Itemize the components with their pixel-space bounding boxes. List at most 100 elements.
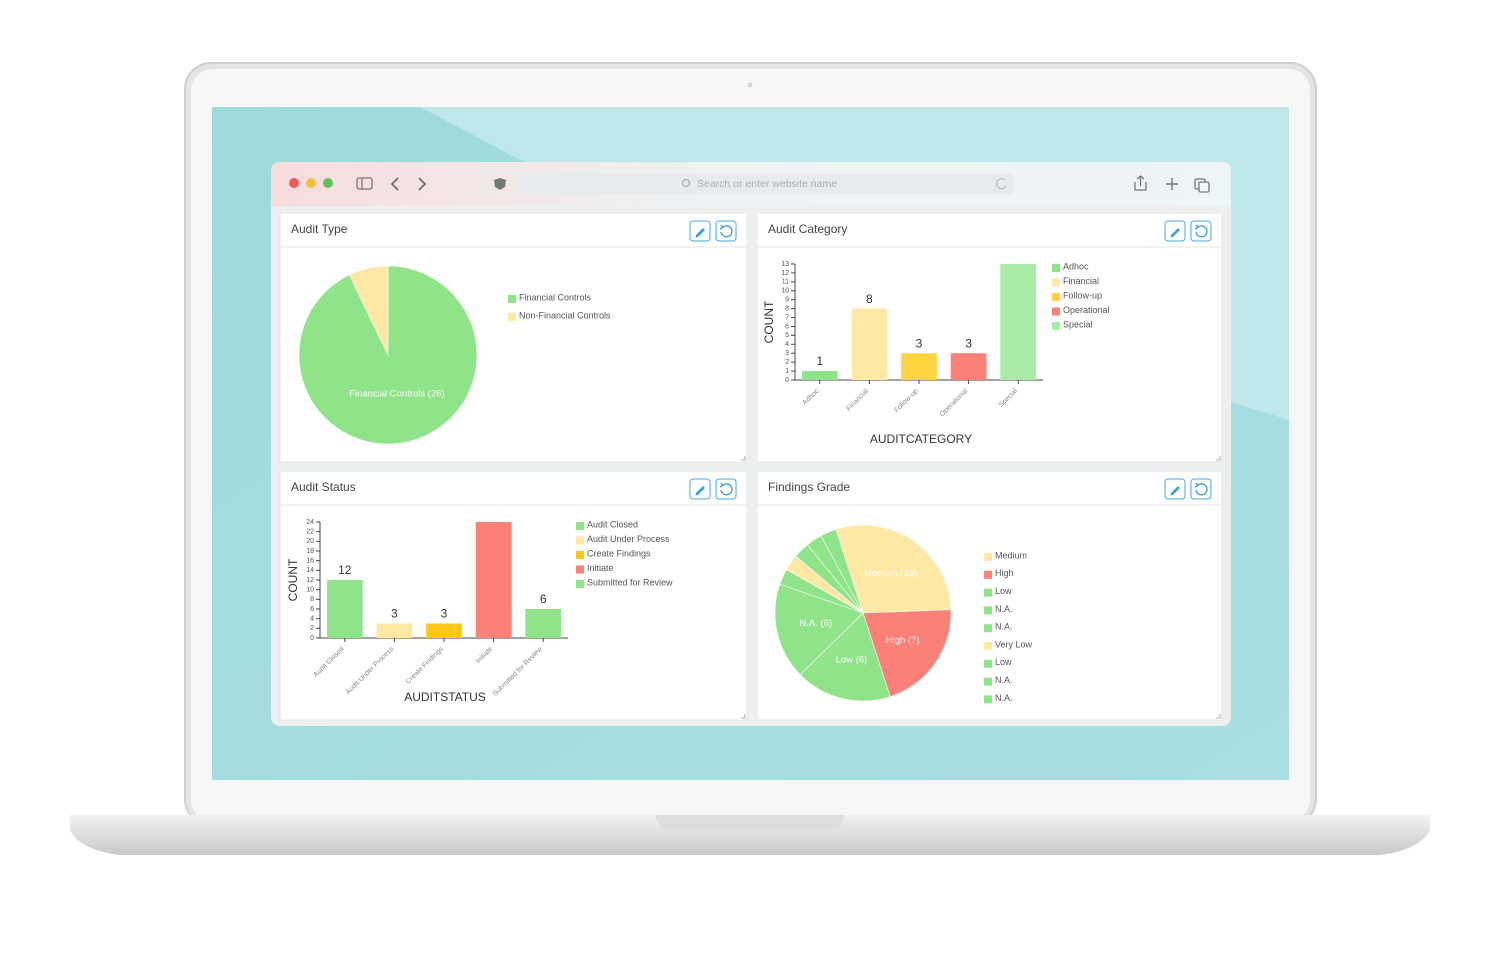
pie-slice[interactable] — [862, 609, 952, 698]
share-button[interactable] — [1134, 175, 1147, 191]
legend-label[interactable]: Non-Financial Controls — [519, 310, 611, 320]
legend-label[interactable]: Audit Closed — [587, 519, 638, 529]
bar[interactable] — [426, 623, 462, 639]
legend-swatch — [984, 570, 992, 579]
y-tick-label: 8 — [785, 305, 789, 312]
reset-button[interactable] — [1190, 220, 1212, 242]
close-button[interactable] — [289, 178, 299, 188]
y-tick-label: 16 — [306, 558, 314, 565]
reset-button[interactable] — [715, 478, 737, 500]
legend-label[interactable]: Submitted for Review — [587, 577, 673, 587]
bar[interactable] — [475, 522, 512, 638]
pie-slice[interactable] — [348, 265, 389, 356]
value-label: 12 — [338, 563, 352, 577]
pie-slice[interactable] — [774, 583, 864, 676]
reload-button[interactable] — [996, 178, 1007, 190]
legend-label[interactable]: N.A. — [995, 604, 1013, 614]
forward-button[interactable] — [418, 177, 427, 191]
y-tick-label: 3 — [785, 350, 789, 357]
widget: Findings Grade Medium (10) High (7) Low (6)… — [756, 470, 1223, 721]
maximize-button[interactable] — [323, 178, 333, 188]
resize-handle — [741, 714, 746, 719]
bar[interactable] — [376, 623, 413, 639]
y-axis-title: COUNT — [286, 558, 300, 601]
new-tab-button[interactable] — [1166, 178, 1178, 190]
legend: Adhoc Financial Follow-up Operational Specia… — [1052, 261, 1110, 330]
reset-button[interactable] — [1190, 478, 1212, 500]
legend-label[interactable]: N.A. — [995, 693, 1013, 703]
reset-icon — [719, 482, 733, 496]
legend-swatch — [576, 522, 584, 530]
reset-icon — [1194, 224, 1208, 238]
slice-label: Medium (10) — [864, 568, 917, 579]
legend-label[interactable]: Financial — [1063, 276, 1099, 286]
legend-label[interactable]: Follow-up — [1063, 290, 1102, 300]
slice-label: Low (6) — [836, 655, 868, 666]
y-tick-label: 5 — [785, 332, 789, 339]
widget-title: Audit Category — [768, 222, 847, 236]
y-tick-label: 22 — [306, 529, 314, 536]
legend-swatch — [508, 295, 516, 303]
edit-icon — [1170, 228, 1180, 238]
pie-slice[interactable] — [835, 524, 952, 614]
legend-label[interactable]: Low — [995, 586, 1012, 596]
reset-button[interactable] — [715, 220, 737, 242]
legend-swatch — [984, 659, 992, 668]
y-tick-label: 1 — [785, 368, 789, 375]
bar[interactable] — [525, 609, 562, 638]
y-tick-label: 12 — [781, 270, 789, 277]
legend: Audit Closed Audit Under Process Create Fi… — [576, 519, 673, 588]
legend-label[interactable]: N.A. — [995, 622, 1013, 632]
address-placeholder: Search or enter website name — [697, 178, 837, 190]
shield-icon — [494, 178, 506, 190]
address-bar[interactable] — [518, 174, 1014, 194]
slice-label: N.A. (6) — [799, 618, 832, 629]
legend-label[interactable]: Operational — [1063, 305, 1110, 315]
legend-swatch — [1052, 293, 1060, 301]
legend-swatch — [576, 565, 584, 574]
legend-label[interactable]: Special — [1063, 319, 1093, 329]
legend: Medium High Low N.A. N.A. Very Low Low N.A. N.A. — [984, 550, 1033, 704]
legend-label[interactable]: N.A. — [995, 675, 1013, 685]
laptop-notch — [655, 815, 845, 830]
resize-handle — [741, 456, 746, 461]
legend-label[interactable]: Audit Under Process — [587, 534, 670, 544]
back-button[interactable] — [390, 177, 399, 191]
legend-label[interactable]: Financial Controls — [519, 292, 592, 302]
x-axis-title: AUDITSTATUS — [404, 690, 486, 704]
pie-slice[interactable] — [820, 528, 864, 614]
legend-label[interactable]: Initiate — [587, 563, 614, 573]
legend-label[interactable]: Medium — [995, 550, 1027, 560]
legend-swatch — [984, 677, 992, 686]
legend-label[interactable]: High — [995, 568, 1014, 578]
bar[interactable] — [1000, 264, 1037, 380]
bar[interactable] — [326, 580, 363, 638]
value-label: 3 — [441, 607, 448, 621]
legend-swatch — [1052, 322, 1060, 330]
legend-label[interactable]: Very Low — [995, 639, 1033, 649]
bar[interactable] — [851, 308, 888, 380]
slice-label: High (7) — [886, 635, 920, 646]
bar[interactable] — [901, 353, 937, 380]
legend-label[interactable]: Adhoc — [1063, 261, 1089, 271]
resize-handle — [1216, 714, 1221, 719]
minimize-button[interactable] — [306, 178, 316, 188]
bar[interactable] — [950, 353, 987, 380]
sidebar-button[interactable] — [356, 177, 373, 190]
y-tick-label: 24 — [306, 519, 314, 526]
legend-swatch — [984, 695, 992, 704]
legend-label[interactable]: Low — [995, 657, 1012, 667]
bar[interactable] — [801, 371, 838, 380]
y-tick-label: 9 — [785, 297, 789, 304]
y-tick-label: 8 — [310, 596, 314, 603]
y-tick-label: 20 — [306, 538, 314, 545]
edit-icon — [1170, 486, 1180, 496]
legend-swatch — [984, 553, 992, 561]
edit-icon — [695, 228, 705, 238]
pie-slice[interactable] — [799, 612, 891, 702]
y-tick-label: 13 — [781, 261, 789, 268]
tabs-button-front — [1198, 181, 1210, 193]
legend-label[interactable]: Create Findings — [587, 548, 651, 558]
y-tick-label: 10 — [306, 587, 314, 594]
